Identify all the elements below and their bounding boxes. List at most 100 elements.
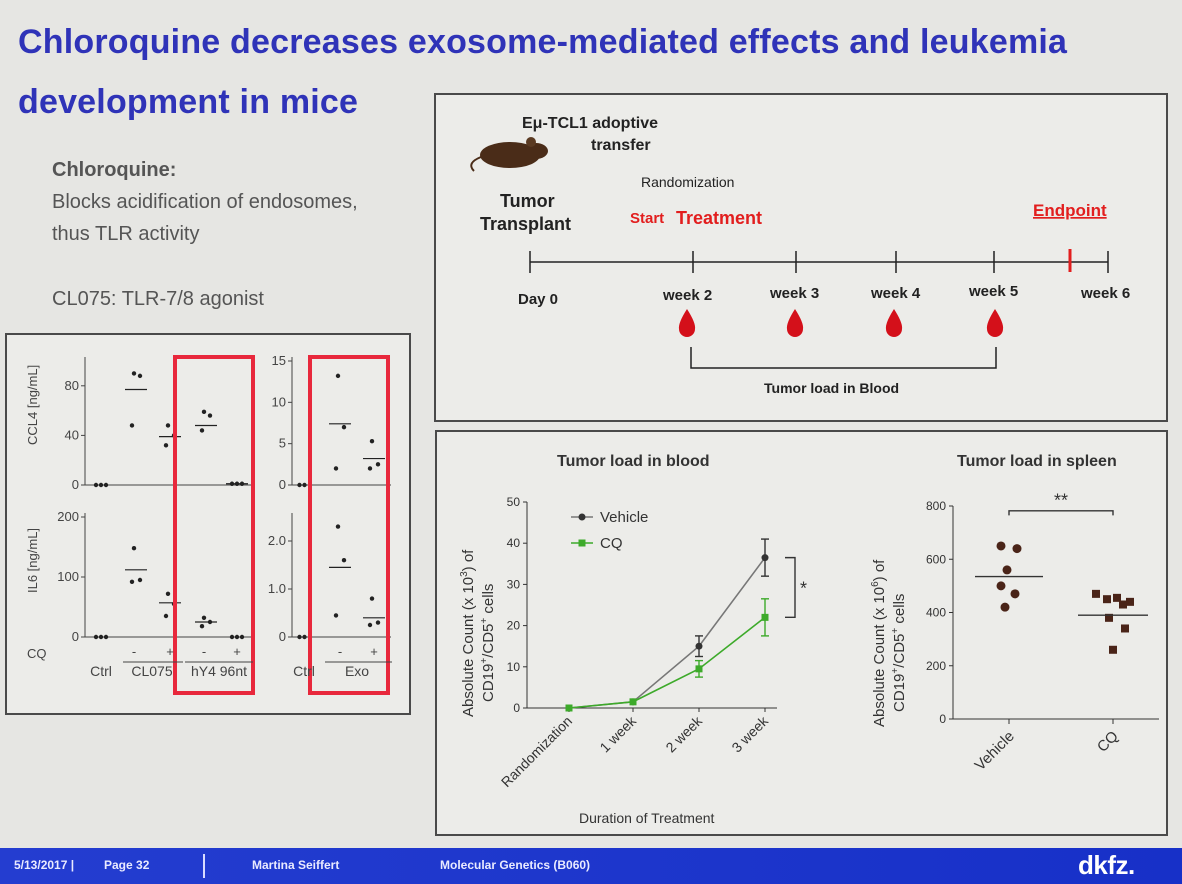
ccl4-left-ytick-label: 40 (65, 427, 79, 442)
blood-ylabel-line1: Absolute Count (x 103) of (459, 549, 477, 717)
ccl4-exo-point (297, 482, 302, 488)
blood-ylabel-line2: CD19+/CD5+ cells (479, 584, 497, 702)
endpoint-label: Endpoint (1033, 201, 1107, 220)
il6-left-point (201, 615, 207, 620)
il6-left-point (199, 624, 205, 629)
ccl4-exo-point (335, 373, 341, 379)
il6-left-point (163, 613, 169, 619)
ccl4-left-point (163, 443, 169, 448)
tick-label-week4: week 4 (870, 285, 921, 302)
ccl4-exo-point (302, 482, 307, 488)
footer-author: Martina Seiffert (252, 858, 340, 872)
spleen-point-cq (1113, 593, 1121, 602)
blood-drop-icon-2 (885, 309, 903, 337)
il6-exo-point (297, 634, 302, 640)
blood-chart-title: Tumor load in blood (557, 453, 710, 470)
spleen-ylabel-line2: CD19+/CD5+ cells (890, 594, 908, 712)
group-label: Ctrl (90, 663, 112, 679)
blood-ytick-label: 40 (507, 536, 521, 550)
chloroquine-heading: Chloroquine: (52, 159, 177, 181)
mouse-icon (470, 137, 548, 172)
legend-cq-label: CQ (600, 535, 623, 552)
blood-point-cq (629, 698, 637, 706)
group-label: Ctrl (293, 663, 315, 679)
il6-left-point (129, 579, 135, 584)
ccl4-left-point (129, 423, 135, 428)
blood-drop-icons (678, 309, 1004, 337)
spleen-point-cq (1105, 613, 1113, 622)
spleen-ylabel-line1: Absolute Count (x 106) of (870, 559, 888, 727)
ccl4-left-point (98, 482, 104, 488)
ccl4-left-point (207, 413, 213, 418)
blood-ytick-label: 10 (507, 660, 521, 674)
group-label: CL075 (131, 663, 172, 679)
spleen-point-cq (1121, 624, 1129, 633)
blood-significance-star: * (800, 579, 807, 599)
ccl4-left-point (103, 482, 109, 488)
spleen-xtick-label: CQ (1094, 728, 1122, 756)
blood-xlabel: Duration of Treatment (579, 810, 715, 826)
treatment-label: Treatment (676, 208, 762, 228)
ccl4-exo-point (369, 438, 375, 444)
ccl4-exo-ytick-label: 5 (279, 436, 286, 451)
il6-left-point (234, 634, 240, 640)
cq-sign: - (132, 644, 136, 659)
il6-left-ytick-label: 200 (57, 509, 79, 524)
cq-label: CQ (27, 646, 47, 661)
footer-dept: Molecular Genetics (B060) (440, 858, 591, 872)
il6-left-point (229, 634, 235, 640)
spleen-point-cq (1126, 597, 1134, 606)
blood-ytick-label: 30 (507, 577, 521, 591)
il6-left-point (137, 577, 143, 583)
tick-label-week5: week 5 (968, 283, 1018, 300)
spleen-point-vehicle (1010, 589, 1020, 599)
spleen-point-vehicle (996, 581, 1006, 591)
start-label: Start (630, 210, 664, 227)
group-label: hY4 96nt (191, 663, 247, 679)
spleen-point-cq (1109, 645, 1117, 654)
spleen-point-vehicle (1012, 544, 1022, 554)
spleen-ytick-label: 0 (939, 712, 946, 726)
spleen-point-vehicle (1000, 602, 1010, 612)
legend-cq-marker (578, 539, 586, 547)
bracket-label: Tumor load in Blood (764, 380, 899, 396)
il6-left-point (131, 546, 137, 551)
footer-page: Page 32 (104, 858, 150, 872)
cq-sign: + (370, 644, 378, 659)
blood-xtick-label: 2 week (662, 712, 705, 755)
ccl4-left-point (131, 371, 137, 376)
il6-left-point (98, 634, 104, 640)
blood-xtick-label: 3 week (728, 712, 771, 755)
spleen-ytick-label: 800 (926, 499, 946, 513)
description-line-1: Blocks acidification of endosomes, (52, 191, 358, 213)
il6-exo-point (302, 634, 307, 640)
il6-exo-point (367, 622, 373, 628)
agonist-note: CL075: TLR-7/8 agonist (52, 288, 264, 310)
spleen-significance-stars: ** (1054, 491, 1068, 511)
cq-sign: - (202, 644, 206, 659)
slide-title: Chloroquine decreases exosome-mediated e… (18, 23, 1068, 121)
blood-series-line-cq (568, 616, 766, 709)
il6-exo-point (369, 596, 375, 601)
il6-exo-point (333, 613, 339, 618)
blood-drop-icon-3 (986, 309, 1004, 337)
spleen-xtick-label: Vehicle (972, 728, 1018, 774)
blood-xtick-label: Randomization (498, 713, 575, 790)
tumor-label-1: Tumor (500, 191, 555, 211)
il6-exo-point (335, 524, 341, 529)
il6-exo-ytick-label: 1.0 (268, 581, 286, 596)
ccl4-exo-point (341, 424, 347, 430)
spleen-point-cq (1119, 600, 1127, 609)
cytokine-panel: CCL4 [ng/mL] IL6 [ng/mL] CQ 0 40 80 0 5 10 15 0… (5, 333, 411, 715)
il6-exo-point (375, 620, 381, 625)
footer-date: 5/13/2017 | (14, 858, 75, 872)
il6-left-point (239, 634, 245, 640)
tick-label-day0: Day 0 (518, 291, 558, 308)
dkfz-logo: dkfz. (1078, 850, 1135, 880)
timeline-svg: Eμ-TCL1 adoptive transfer Tumor Transpla… (470, 115, 1130, 396)
ccl4-exo-point (375, 462, 381, 467)
tumor-load-svg: Tumor load in blood Tumor load in spleen… (459, 453, 1159, 826)
ccl4-exo-ytick-label: 0 (279, 477, 286, 492)
spleen-ytick-label: 200 (926, 659, 946, 673)
ccl4-exo-point (367, 466, 373, 471)
